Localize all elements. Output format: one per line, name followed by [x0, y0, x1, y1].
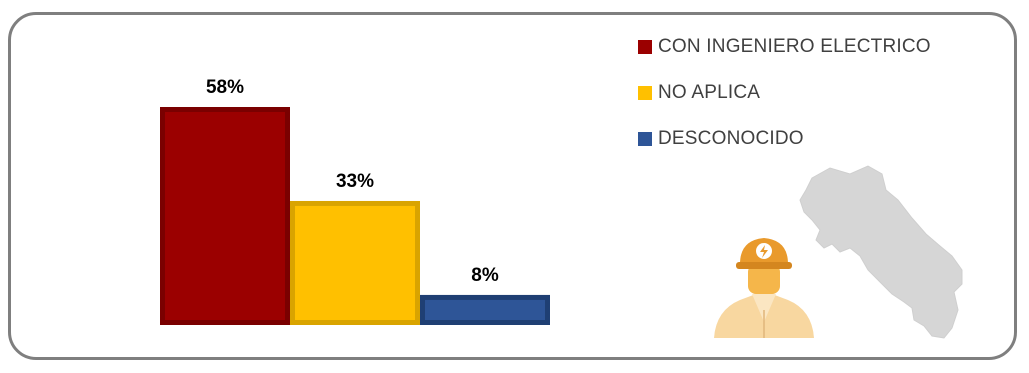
- legend-item-con-ingeniero-electrico: CON INGENIERO ELECTRICO: [638, 36, 931, 58]
- engineer-hardhat-icon: [714, 238, 814, 338]
- legend-item-no-aplica: NO APLICA: [638, 82, 931, 104]
- data-label-con-ingeniero-electrico: 58%: [206, 77, 244, 98]
- legend-swatch: [638, 86, 652, 100]
- bar-desconocido: [420, 294, 550, 325]
- bar-con-ingeniero-electrico: [160, 107, 290, 325]
- legend-swatch: [638, 132, 652, 146]
- data-label-no-aplica: 33%: [336, 171, 374, 192]
- legend-swatch: [638, 40, 652, 54]
- data-labels-layer: 58% 33% 8%: [206, 77, 499, 286]
- costa-rica-map-icon: [799, 165, 963, 339]
- legend: CON INGENIERO ELECTRICO NO APLICA DESCON…: [638, 36, 931, 174]
- legend-label: CON INGENIERO ELECTRICO: [658, 36, 931, 57]
- data-label-desconocido: 8%: [471, 265, 499, 286]
- legend-item-desconocido: DESCONOCIDO: [638, 128, 931, 150]
- legend-label: NO APLICA: [658, 82, 761, 103]
- illustration-group: [714, 165, 963, 339]
- bar-no-aplica: [290, 200, 420, 325]
- legend-label: DESCONOCIDO: [658, 128, 804, 149]
- bars-layer: [160, 107, 550, 325]
